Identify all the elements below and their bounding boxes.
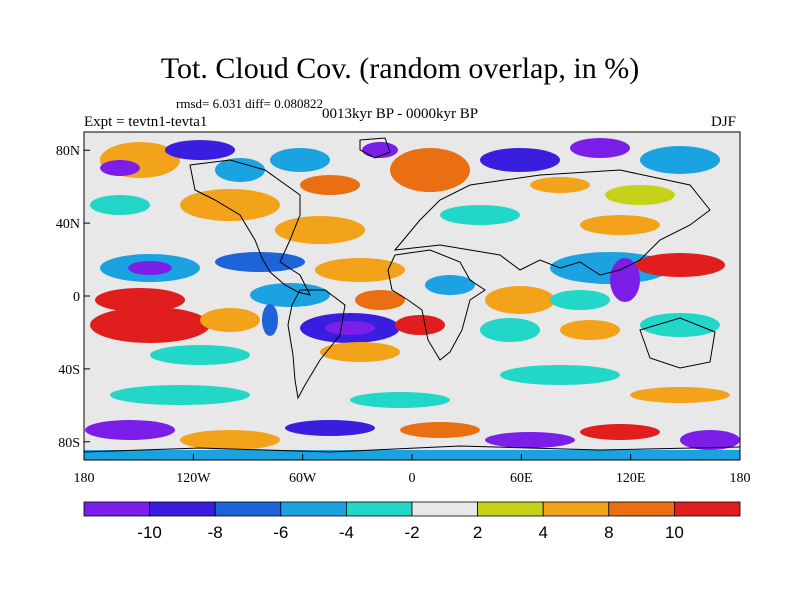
field-patch: [480, 318, 540, 342]
lon-tick-label: 60E: [510, 471, 533, 486]
field-patch: [90, 195, 150, 215]
stats-text: rmsd= 6.031 diff= 0.080822: [176, 96, 323, 111]
field-patch: [215, 158, 265, 182]
lon-tick-label: 120E: [616, 471, 646, 486]
colorbar-swatch: [83, 501, 150, 517]
lon-axis: 180 120W 60W 0 60E 120E 180: [74, 454, 751, 486]
field-patch: [570, 138, 630, 158]
field-patch: [262, 304, 278, 336]
lon-tick-label: 180: [730, 471, 751, 486]
field-patch: [165, 140, 235, 160]
field-patch: [90, 307, 210, 343]
lat-axis: 80N 40N 0 40S 80S: [56, 144, 90, 451]
field-patch: [128, 261, 172, 275]
colorbar-swatch: [149, 501, 216, 517]
lat-tick-label: 40N: [56, 217, 80, 232]
period-label: 0013kyr BP - 0000kyr BP: [322, 106, 479, 122]
colorbar-swatch: [477, 501, 544, 517]
colorbar-swatch: [411, 501, 478, 517]
colorbar-swatch: [674, 501, 741, 517]
colorbar-label: -10: [137, 523, 162, 542]
field-patch: [300, 175, 360, 195]
lat-tick-label: 40S: [58, 363, 80, 378]
map-title: Tot. Cloud Cov. (random overlap, in %): [160, 52, 640, 85]
colorbar-label: 4: [538, 523, 547, 542]
field-patch: [390, 148, 470, 192]
field-patch: [680, 430, 740, 450]
field-patch: [362, 142, 398, 158]
field-patch: [485, 432, 575, 448]
field-patch: [480, 148, 560, 172]
anomaly-field: [84, 138, 740, 460]
field-patch: [285, 420, 375, 436]
field-patch: [350, 392, 450, 408]
field-patch: [530, 177, 590, 193]
field-patch: [440, 205, 520, 225]
colorbar-swatch: [214, 501, 282, 517]
field-patch: [630, 387, 730, 403]
colorbar-label: 2: [473, 523, 482, 542]
colorbar-swatch: [608, 501, 675, 517]
experiment-label: Expt = tevtn1-tevta1: [84, 114, 208, 130]
field-patch: [325, 321, 375, 335]
lat-tick-label: 0: [73, 290, 80, 305]
colorbar-swatch: [345, 501, 413, 517]
colorbar-label: -2: [404, 523, 419, 542]
field-patch: [560, 320, 620, 340]
field-patch: [610, 258, 640, 302]
field-patch: [200, 308, 260, 332]
field-patch: [250, 283, 330, 307]
colorbar-label: 10: [665, 523, 684, 542]
field-patch: [110, 385, 250, 405]
lon-tick-label: 180: [74, 471, 95, 486]
field-patch: [425, 275, 475, 295]
field-patch: [275, 216, 365, 244]
field-patch: [640, 146, 720, 174]
lon-tick-label: 120W: [176, 471, 211, 486]
field-patch: [100, 160, 140, 176]
coastlines: [84, 137, 740, 453]
field-patch: [270, 148, 330, 172]
field-patch: [395, 315, 445, 335]
colorbar-swatch: [280, 501, 347, 517]
field-patch: [580, 215, 660, 235]
field-patch: [400, 422, 480, 438]
season-label: DJF: [711, 114, 737, 130]
lon-tick-label: 0: [409, 471, 416, 486]
lat-tick-label: 80N: [56, 144, 80, 159]
field-patch: [180, 430, 280, 450]
field-patch: [635, 253, 725, 277]
colorbar-swatch: [542, 501, 610, 517]
colorbar-label: 8: [604, 523, 613, 542]
field-patch: [500, 365, 620, 385]
field-patch: [315, 258, 405, 282]
colorbar-label: -6: [273, 523, 288, 542]
field-patch: [580, 424, 660, 440]
field-patch: [355, 290, 405, 310]
field-patch: [485, 286, 555, 314]
field-patch: [85, 420, 175, 440]
field-patch: [320, 342, 400, 362]
colorbar-label: -8: [208, 523, 223, 542]
field-patch: [95, 288, 185, 312]
field-patch: [180, 189, 280, 221]
field-patch: [150, 345, 250, 365]
colorbar-label: -4: [339, 523, 354, 542]
field-patch: [550, 290, 610, 310]
lon-tick-label: 60W: [289, 471, 317, 486]
colorbar: -10 -8 -6 -4 -2 2 4 8 10: [83, 501, 741, 542]
field-patch: [640, 313, 720, 337]
lat-tick-label: 80S: [58, 436, 80, 451]
field-patch: [605, 185, 675, 205]
